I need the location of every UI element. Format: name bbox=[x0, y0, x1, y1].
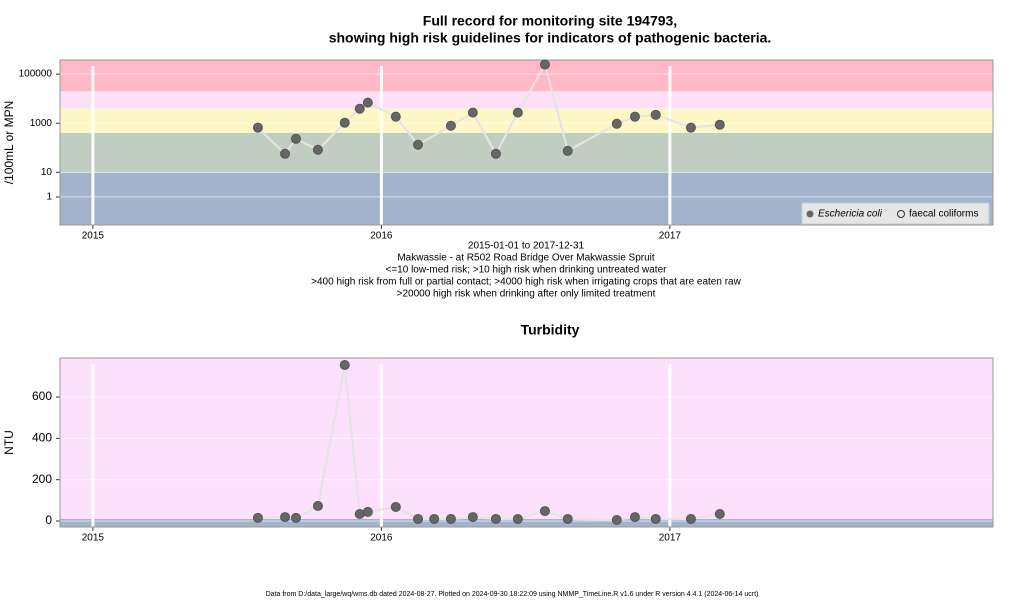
footer: Data from D:/data_large/wq/wms.db dated … bbox=[266, 591, 759, 598]
data-point bbox=[280, 148, 291, 159]
chart-title: Turbidity bbox=[521, 322, 580, 338]
data-point bbox=[252, 512, 263, 523]
data-point bbox=[714, 119, 725, 130]
data-point bbox=[685, 513, 696, 524]
data-point bbox=[362, 97, 373, 108]
data-point bbox=[685, 122, 696, 133]
data-point bbox=[512, 107, 523, 118]
data-point bbox=[611, 514, 622, 525]
chart-title: Full record for monitoring site 194793, bbox=[423, 13, 677, 29]
x-tick-label: 2016 bbox=[370, 231, 393, 242]
y-tick-label: 600 bbox=[32, 389, 52, 403]
data-point bbox=[354, 508, 365, 519]
data-point bbox=[445, 513, 456, 524]
y-tick-label: 0 bbox=[45, 513, 52, 527]
data-point bbox=[362, 506, 373, 517]
x-tick-label: 2017 bbox=[659, 533, 682, 544]
x-tick-label: 2015 bbox=[82, 231, 105, 242]
x-tick-label: 2016 bbox=[370, 533, 393, 544]
x-tick-label: 2017 bbox=[659, 231, 682, 242]
data-point bbox=[611, 118, 622, 129]
data-point bbox=[290, 512, 301, 523]
data-point bbox=[629, 111, 640, 122]
y-tick-label: 1000 bbox=[30, 118, 53, 129]
risk-band bbox=[60, 108, 993, 134]
y-axis-label: /100mL or MPN bbox=[2, 101, 16, 185]
risk-band bbox=[60, 91, 993, 109]
x-tick-label: 2015 bbox=[82, 533, 105, 544]
note: >20000 high risk when drinking after onl… bbox=[397, 289, 656, 300]
data-point bbox=[252, 122, 263, 133]
data-point bbox=[290, 133, 301, 144]
legend-label: faecal coliforms bbox=[909, 209, 978, 220]
data-point bbox=[490, 148, 501, 159]
data-point bbox=[467, 107, 478, 118]
data-point bbox=[429, 513, 440, 524]
note: 2015-01-01 to 2017-12-31 bbox=[468, 241, 585, 252]
data-point bbox=[280, 512, 291, 523]
y-tick-label: 1 bbox=[46, 192, 52, 203]
data-point bbox=[445, 120, 456, 131]
data-point bbox=[714, 508, 725, 519]
data-point bbox=[650, 109, 661, 120]
data-point bbox=[312, 500, 323, 511]
legend-label: Eschericia coli bbox=[818, 209, 883, 220]
plot-border bbox=[59, 59, 994, 226]
data-point bbox=[390, 501, 401, 512]
data-point bbox=[312, 144, 323, 155]
y-tick-label: 400 bbox=[32, 431, 52, 445]
data-point bbox=[490, 513, 501, 524]
data-point bbox=[629, 512, 640, 523]
data-point bbox=[413, 139, 424, 150]
y-tick-label: 100000 bbox=[19, 69, 53, 80]
data-point bbox=[539, 59, 550, 70]
risk-band bbox=[60, 518, 993, 527]
data-point bbox=[339, 117, 350, 128]
legend-box bbox=[801, 202, 990, 225]
chart-title: showing high risk guidelines for indicat… bbox=[329, 30, 772, 46]
legend-marker bbox=[897, 210, 905, 218]
note: >400 high risk from full or partial cont… bbox=[311, 277, 741, 288]
data-point bbox=[562, 513, 573, 524]
note: <=10 low-med risk; >10 high risk when dr… bbox=[386, 265, 668, 276]
legend-marker bbox=[806, 210, 814, 218]
y-axis-label: NTU bbox=[2, 430, 16, 455]
note: Makwassie - at R502 Road Bridge Over Mak… bbox=[397, 253, 655, 264]
risk-band bbox=[60, 60, 993, 92]
data-point bbox=[650, 513, 661, 524]
legend: Eschericia coli faecal coliforms bbox=[801, 202, 990, 225]
data-point bbox=[413, 513, 424, 524]
data-point bbox=[390, 111, 401, 122]
y-tick-label: 200 bbox=[32, 472, 52, 486]
y-tick-label: 10 bbox=[41, 167, 53, 178]
data-point bbox=[467, 512, 478, 523]
data-point bbox=[562, 145, 573, 156]
data-point bbox=[339, 360, 350, 371]
data-point bbox=[354, 103, 365, 114]
data-point bbox=[539, 506, 550, 517]
risk-band bbox=[60, 133, 993, 173]
plot-border bbox=[59, 357, 994, 528]
data-point bbox=[512, 513, 523, 524]
